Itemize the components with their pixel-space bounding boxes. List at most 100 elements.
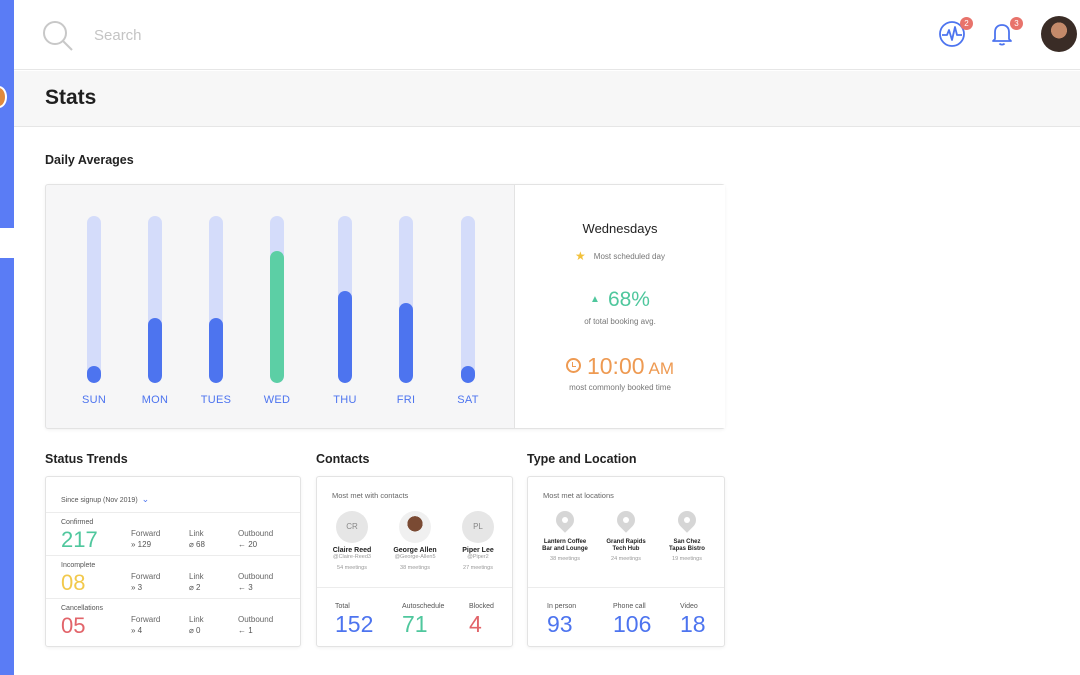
- daily-bars-chart: SUN MON TUES WED THU FRI SAT: [46, 185, 514, 428]
- contact-stat-blocked: Blocked 4: [469, 603, 494, 638]
- day-label: TUES: [200, 394, 232, 406]
- booking-percent-caption: of total booking avg.: [584, 317, 656, 326]
- booked-time-ampm: AM: [648, 359, 675, 378]
- locations-header: Most met at locations: [543, 491, 614, 500]
- contact-name: Piper Lee: [462, 547, 494, 554]
- day-label: SAT: [457, 394, 479, 406]
- day-label: MON: [141, 394, 169, 406]
- trend-label: Incomplete: [61, 562, 96, 569]
- type-location-title: Type and Location: [527, 452, 637, 466]
- map-pin-icon: [613, 507, 639, 533]
- activity-pulse-icon: [939, 21, 965, 47]
- trend-forward-value: » 3: [131, 583, 143, 592]
- booking-percent-row: ▲ 68%: [515, 288, 725, 312]
- location-name-line2: Bar and Lounge: [542, 546, 588, 553]
- booked-time-row: 10:00 AM: [515, 353, 725, 380]
- divider: [317, 587, 512, 588]
- trend-outbound-label: Outbound: [238, 529, 274, 538]
- bar-track: [461, 216, 475, 383]
- day-label: THU: [333, 394, 357, 406]
- contact-item[interactable]: George Allen @George-Allen5 38 meetings: [380, 511, 450, 571]
- since-filter-label: Since signup (Nov 2019): [61, 497, 138, 504]
- stat-label: Total: [335, 603, 350, 610]
- trend-row: Confirmed 217 Forward » 129 Link ⌀ 68 Outbound…: [46, 512, 300, 555]
- bar-track: [148, 216, 162, 383]
- type-location-card: Most met at locations Lantern Coffee Bar …: [527, 476, 725, 647]
- app-sidebar-strip: [0, 0, 14, 675]
- trend-value: 217: [61, 527, 98, 552]
- stat-label: Blocked: [469, 603, 494, 610]
- contact-handle: @George-Allen5: [394, 554, 436, 560]
- contacts-header: Most met with contacts: [332, 491, 409, 500]
- search-icon[interactable]: [42, 20, 74, 52]
- trend-label: Cancellations: [61, 605, 104, 612]
- since-filter[interactable]: Since signup (Nov 2019) ⌄: [61, 494, 149, 505]
- day-label: SUN: [81, 394, 107, 406]
- stat-value: 106: [613, 611, 652, 637]
- location-meetings: 38 meetings: [550, 556, 580, 563]
- contact-handle: @Piper2: [467, 554, 489, 560]
- location-item[interactable]: San Chez Tapas Bistro 19 meetings: [652, 507, 722, 563]
- day-column-tues: TUES: [196, 185, 236, 428]
- location-item[interactable]: Grand Rapids Tech Hub 24 meetings: [591, 507, 661, 562]
- day-column-thu: THU: [325, 185, 365, 428]
- bar-fill-fri: [399, 303, 413, 383]
- user-avatar[interactable]: [1041, 16, 1077, 52]
- activity-button[interactable]: 2: [937, 17, 973, 52]
- location-name: San Chez Tapas Bistro: [652, 539, 722, 553]
- day-column-mon: MON: [135, 185, 175, 428]
- trend-value: 08: [61, 570, 86, 595]
- day-column-sat: SAT: [448, 185, 488, 428]
- location-name: Grand Rapids Tech Hub: [591, 539, 661, 553]
- contact-item[interactable]: CR Claire Reed @Claire-Reed3 54 meetings: [317, 511, 387, 571]
- page-title: Stats: [45, 86, 97, 109]
- contact-handle: @Claire-Reed3: [333, 554, 371, 560]
- trend-up-icon: ▲: [590, 294, 600, 305]
- location-item[interactable]: Lantern Coffee Bar and Lounge 38 meetings: [530, 507, 600, 563]
- type-stat: Phone call 106: [613, 603, 651, 638]
- sidebar-gap: [0, 228, 14, 258]
- daily-averages-title: Daily Averages: [45, 153, 134, 167]
- trend-link-value: ⌀ 0: [189, 626, 201, 635]
- bar-fill-sat: [461, 366, 475, 383]
- trend-link-value: ⌀ 68: [189, 540, 205, 549]
- type-stat: Video 18: [680, 603, 706, 638]
- location-meetings: 19 meetings: [672, 556, 702, 563]
- stat-value: 4: [469, 611, 482, 637]
- top-bar: 2 3: [14, 0, 1080, 70]
- contact-item[interactable]: PL Piper Lee @Piper2 27 meetings: [443, 511, 513, 571]
- bar-track: [270, 216, 284, 383]
- trend-link-value: ⌀ 2: [189, 583, 201, 592]
- trend-forward-label: Forward: [131, 529, 161, 538]
- sidebar-indicator: [0, 86, 7, 108]
- location-name-line2: Tapas Bistro: [669, 546, 705, 553]
- stat-value: 18: [680, 611, 706, 637]
- notifications-button[interactable]: 3: [987, 17, 1023, 52]
- trend-forward-value: » 129: [131, 540, 152, 549]
- trend-value: 05: [61, 613, 86, 638]
- page-header: Stats: [14, 71, 1080, 127]
- contact-stat-total: Total 152: [335, 603, 373, 638]
- booked-time-caption: most commonly booked time: [569, 383, 671, 392]
- contacts-title: Contacts: [316, 452, 370, 466]
- trend-link-label: Link: [189, 529, 204, 538]
- trend-forward-label: Forward: [131, 615, 161, 624]
- location-name-line1: Grand Rapids: [606, 539, 646, 545]
- trend-row: Cancellations 05 Forward » 4 Link ⌀ 0 Outbound…: [46, 598, 300, 641]
- type-stat: In person 93: [547, 603, 576, 638]
- search-input[interactable]: [94, 22, 494, 48]
- contact-photo: [399, 511, 431, 543]
- trend-link-label: Link: [189, 572, 204, 581]
- stat-label: In person: [547, 603, 577, 610]
- day-label: FRI: [396, 394, 416, 406]
- trend-outbound-value: ← 20: [238, 540, 258, 549]
- contact-meetings: 27 meetings: [463, 565, 493, 571]
- stat-value: 71: [402, 611, 428, 637]
- trend-forward-label: Forward: [131, 572, 161, 581]
- divider: [528, 587, 724, 588]
- contact-meetings: 54 meetings: [337, 565, 367, 571]
- trend-outbound-label: Outbound: [238, 572, 274, 581]
- status-trends-card: Since signup (Nov 2019) ⌄ Confirmed 217 For…: [45, 476, 301, 647]
- contact-initials: PL: [462, 511, 494, 543]
- day-label: WED: [263, 394, 291, 406]
